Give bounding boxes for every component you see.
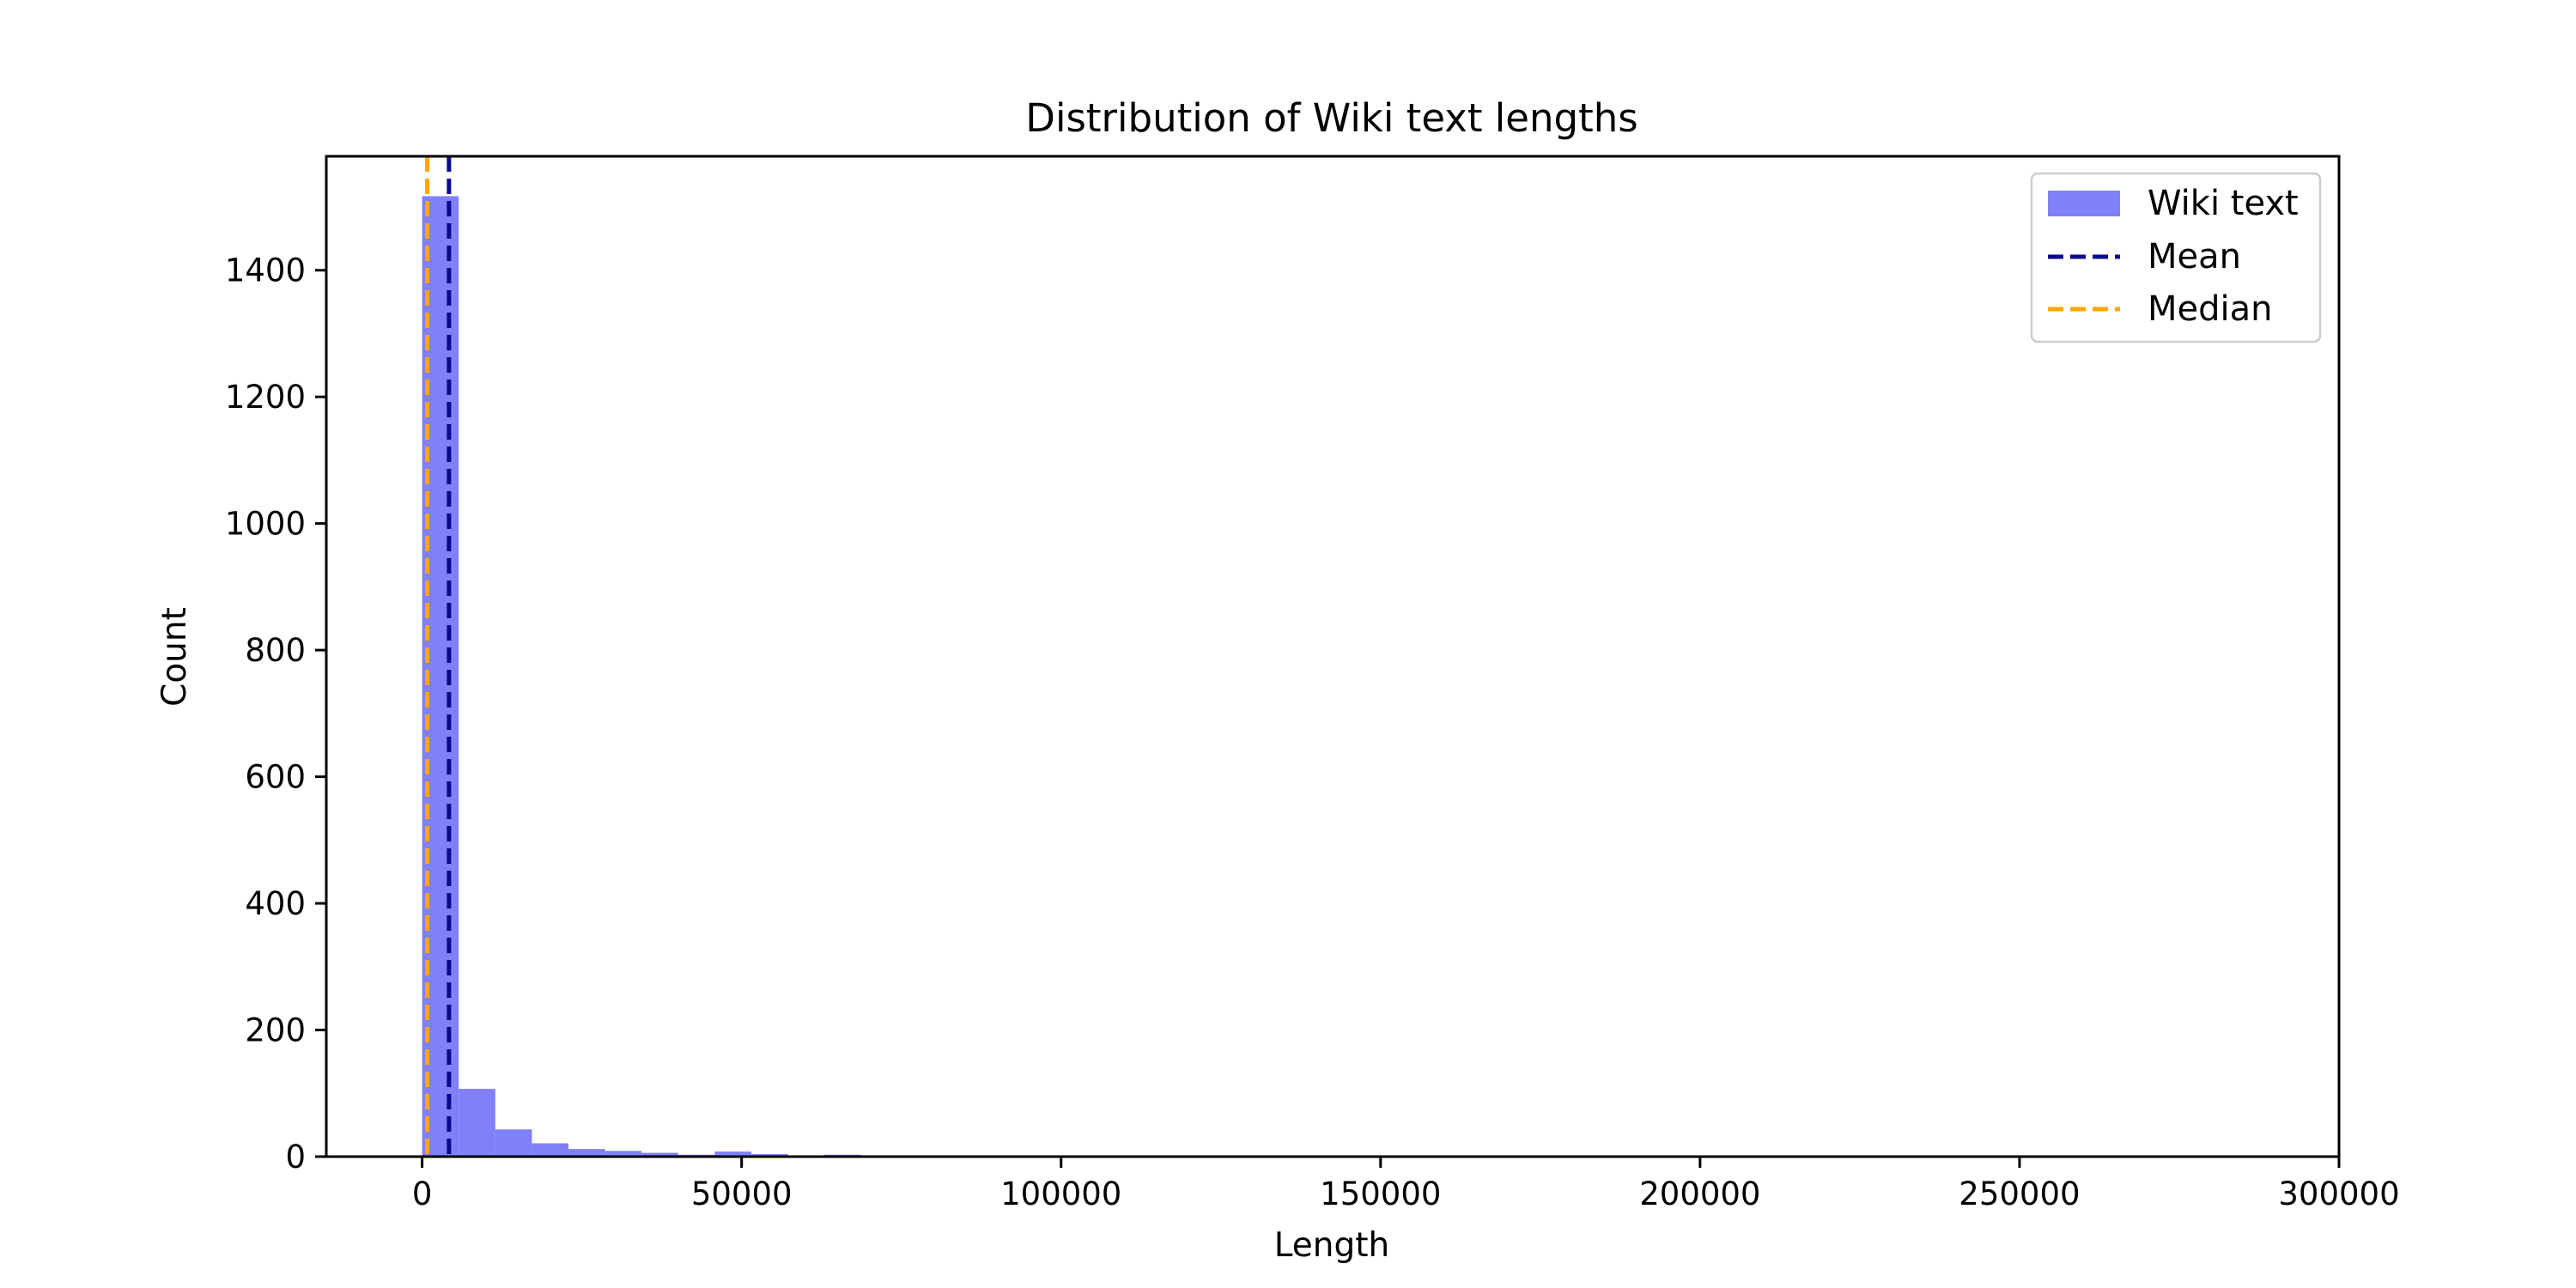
plot-frame <box>325 155 2341 1158</box>
x-tick-label: 200000 <box>1639 1176 1760 1212</box>
histogram-bar <box>532 1143 569 1157</box>
y-tick-label: 1400 <box>225 252 306 289</box>
chart-title: Distribution of Wiki text lengths <box>1025 95 1637 141</box>
legend-label-wiki-text: Wiki text <box>2148 184 2299 223</box>
histogram-bars <box>422 196 2251 1157</box>
y-tick-label: 400 <box>245 885 306 922</box>
y-axis-ticks: 0 200 400 600 800 1000 1200 1400 <box>225 252 326 1176</box>
y-tick-label: 0 <box>285 1139 306 1176</box>
x-tick-label: 250000 <box>1959 1176 2080 1212</box>
legend: Wiki text Mean Median <box>2030 172 2322 343</box>
x-tick-label: 300000 <box>2278 1176 2399 1212</box>
reference-lines <box>425 156 452 1157</box>
y-tick-label: 1200 <box>225 379 306 416</box>
legend-label-median: Median <box>2148 289 2273 329</box>
histogram-bar <box>605 1151 642 1157</box>
x-tick-label: 0 <box>412 1176 433 1212</box>
y-tick-label: 600 <box>245 759 306 796</box>
x-tick-label: 50000 <box>691 1176 793 1212</box>
histogram-bar <box>641 1152 678 1157</box>
legend-label-mean: Mean <box>2148 237 2241 276</box>
x-tick-label: 150000 <box>1320 1176 1441 1212</box>
x-tick-label: 100000 <box>1000 1176 1121 1212</box>
x-axis-label: Length <box>1274 1226 1390 1265</box>
y-tick-label: 1000 <box>225 506 306 543</box>
y-axis-label: Count <box>155 607 194 707</box>
y-tick-label: 200 <box>245 1012 306 1049</box>
histogram-bar <box>459 1089 495 1157</box>
histogram-bar <box>495 1129 532 1157</box>
legend-swatch-wiki-text <box>2048 191 2120 216</box>
histogram-bar <box>714 1151 752 1157</box>
histogram-bar <box>568 1149 605 1157</box>
y-tick-label: 800 <box>245 632 306 669</box>
x-axis-ticks: 0 50000 100000 150000 200000 250000 300000 <box>412 1157 2400 1212</box>
